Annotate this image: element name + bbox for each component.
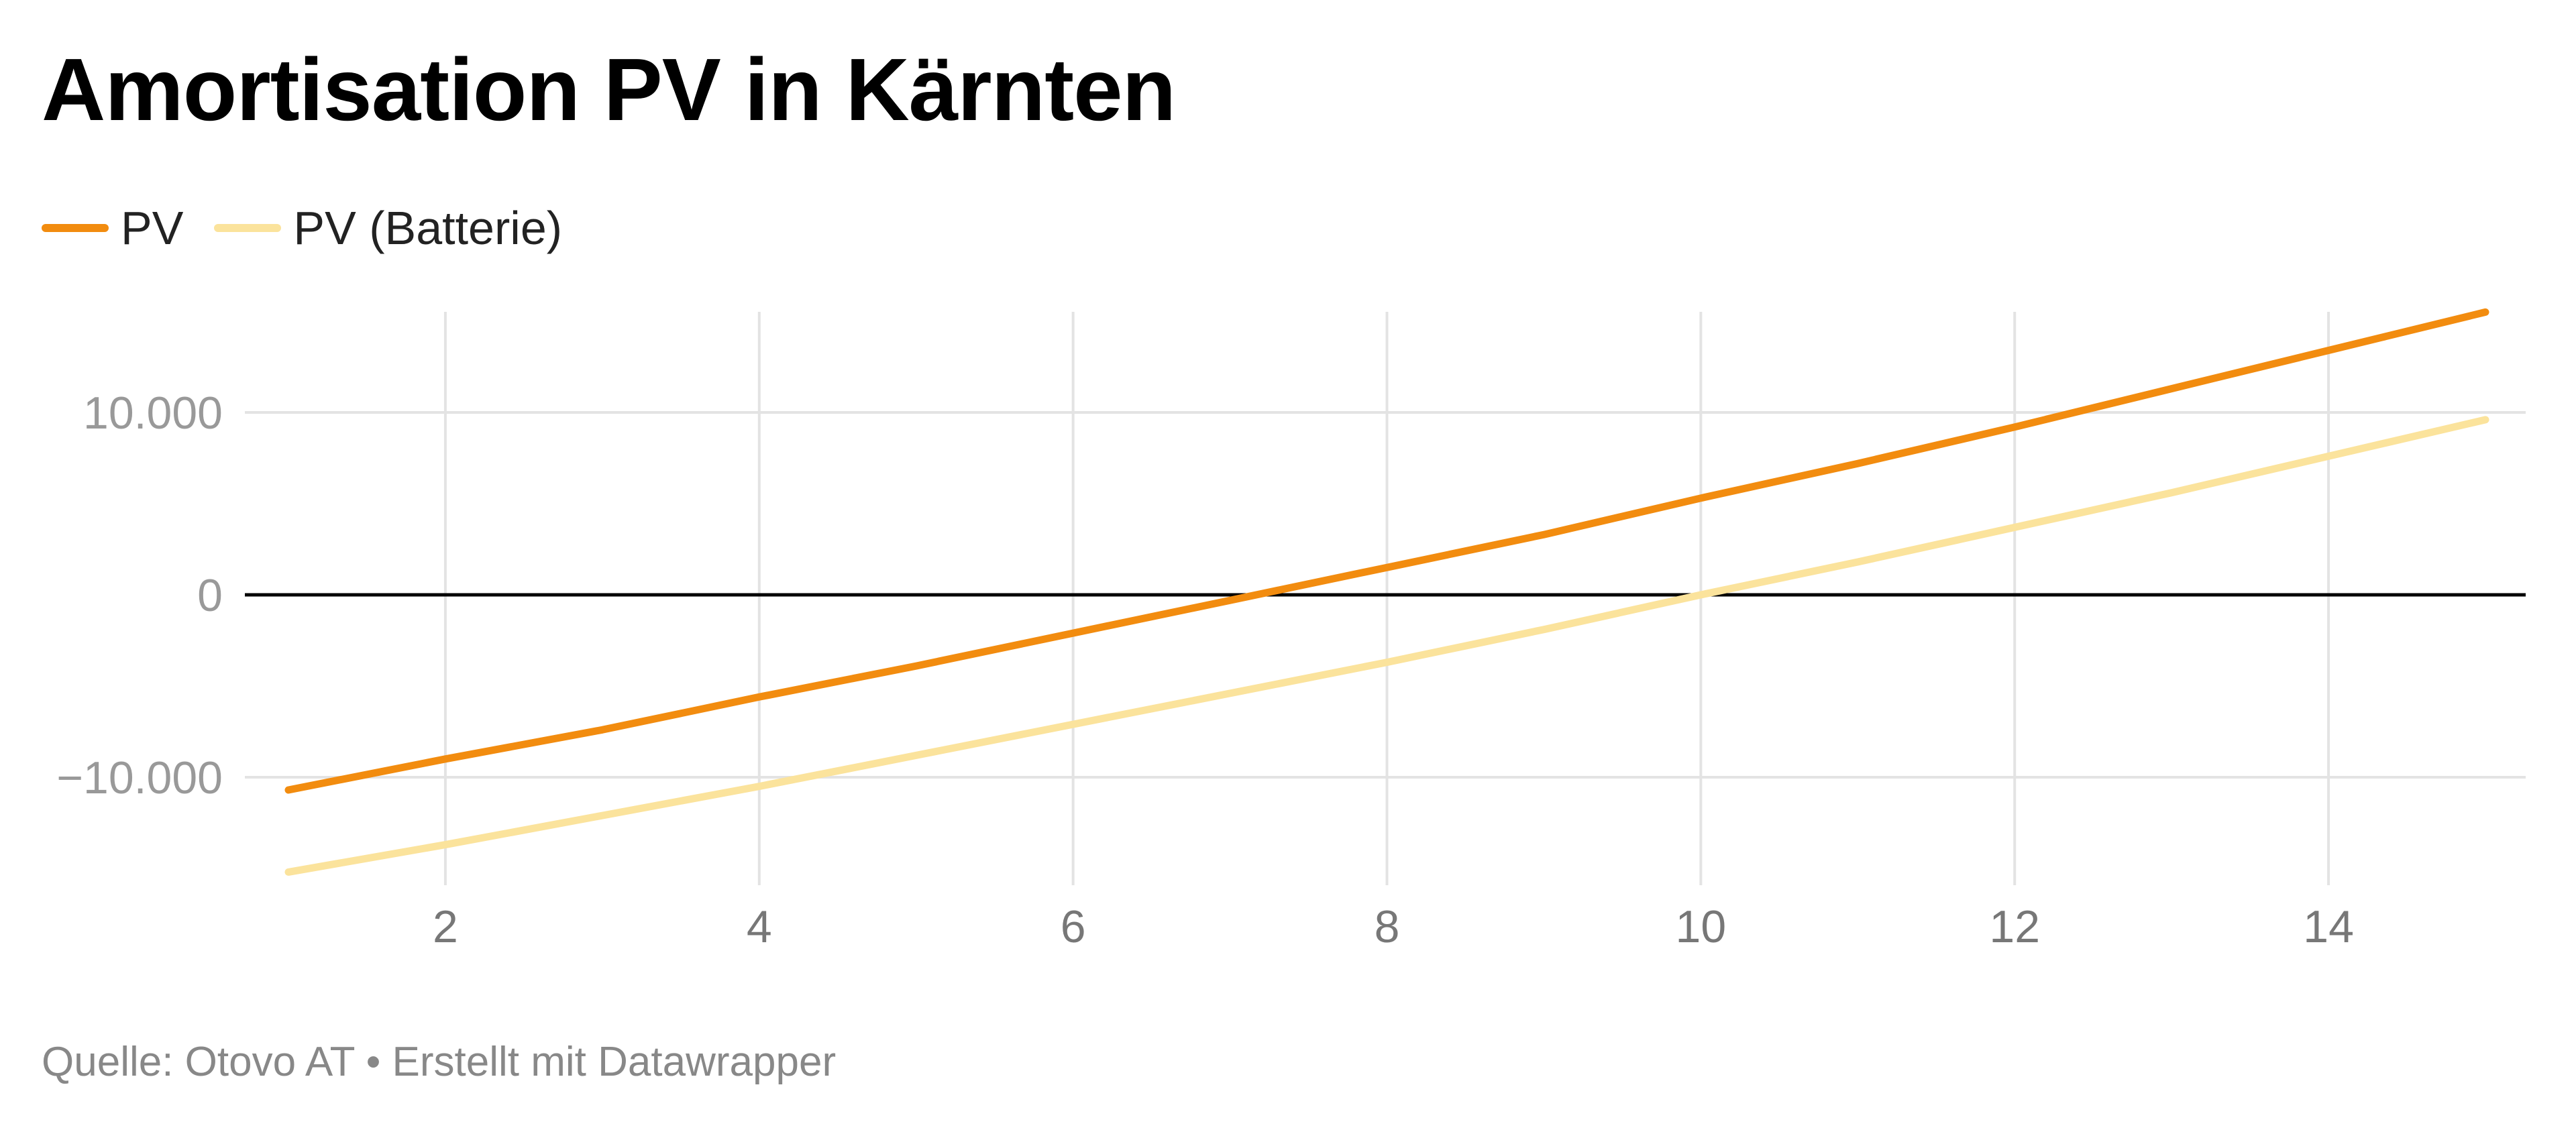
x-tick-label: 6 [1061,901,1086,952]
legend-swatch-pv-batterie [214,224,282,232]
legend-label-pv: PV [121,202,184,254]
series-line-pv [284,308,2489,794]
x-tick-label: 10 [1676,901,1727,952]
x-tick-label: 4 [747,901,772,952]
source-footer: Quelle: Otovo AT • Erstellt mit Datawrap… [42,1039,837,1085]
y-tick-label: −10.000 [56,752,223,803]
y-tick-label: 0 [197,570,223,621]
x-tick-label: 12 [1989,901,2040,952]
line-chart: 2 4 6 8 10 12 14 −10.000 0 10.000 [56,308,2526,952]
x-tick-label: 2 [433,901,458,952]
series-line-pv-batterie [284,416,2489,876]
legend: PV PV (Batterie) [42,201,593,255]
legend-swatch-pv [42,224,109,232]
x-tick-label: 14 [2303,901,2354,952]
y-tick-label: 10.000 [83,388,223,439]
x-tick-label: 8 [1375,901,1400,952]
legend-item-pv-batterie: PV (Batterie) [214,201,562,255]
legend-label-pv-batterie: PV (Batterie) [293,202,563,254]
chart-title: Amortisation PV in Kärnten [42,40,1176,139]
legend-item-pv: PV [42,201,183,255]
